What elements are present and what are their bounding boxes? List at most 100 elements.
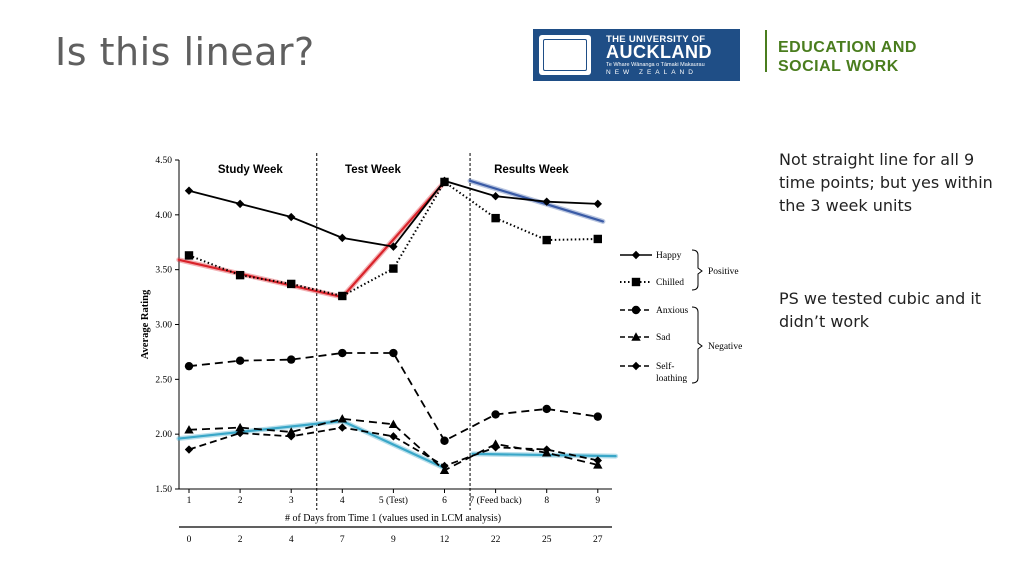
x-tick-label: 8 xyxy=(544,496,549,506)
x-tick-label: 2 xyxy=(238,496,243,506)
data-point-happy xyxy=(235,199,245,209)
data-point-anxious xyxy=(491,410,500,419)
data-point-chilled xyxy=(593,234,602,244)
data-point-anxious xyxy=(338,348,347,358)
legend-marker-sad xyxy=(631,332,641,341)
phase-label: Results Week xyxy=(494,164,569,176)
legend-label-happy: Happy xyxy=(656,251,682,261)
data-point-happy xyxy=(338,233,347,243)
slide-title: Is this linear? xyxy=(55,30,315,74)
logo-line4: NEW ZEALAND xyxy=(606,69,697,76)
legend-group-positive-label: Positive xyxy=(708,267,739,277)
day-tick-label: 7 xyxy=(340,535,345,545)
x-tick-label: 1 xyxy=(187,496,192,506)
data-point-self-loathing xyxy=(235,428,245,438)
data-point-self-loathing xyxy=(440,461,449,471)
data-point-happy xyxy=(287,212,296,222)
legend-label-sad: Sad xyxy=(656,333,671,343)
x-tick-label: 5 (Test) xyxy=(379,495,408,506)
data-point-anxious xyxy=(235,356,245,365)
logo-line2: AUCKLAND xyxy=(606,42,712,62)
fit-line xyxy=(341,419,446,470)
university-logo: THE UNIVERSITY OF AUCKLAND Te Whare Wāna… xyxy=(533,29,740,81)
day-tick-label: 4 xyxy=(289,535,294,545)
y-tick-label: 3.00 xyxy=(155,321,172,331)
data-point-self-loathing xyxy=(389,432,398,441)
data-point-sad xyxy=(184,425,194,434)
logo-line3: Te Whare Wānanga o Tāmaki Makaurau xyxy=(606,62,705,68)
data-point-chilled xyxy=(184,251,194,260)
data-point-chilled xyxy=(542,235,551,245)
data-point-sad xyxy=(337,414,347,423)
data-point-chilled xyxy=(389,264,398,273)
legend-group-negative-label: Negative xyxy=(708,342,742,352)
data-point-anxious xyxy=(440,436,449,445)
data-point-happy xyxy=(593,199,602,209)
crest-icon xyxy=(539,35,591,75)
phase-label: Test Week xyxy=(345,164,401,176)
day-tick-label: 0 xyxy=(187,535,192,545)
data-point-sad xyxy=(388,419,399,428)
legend-marker-chilled xyxy=(631,277,641,287)
y-tick-label: 2.00 xyxy=(155,430,172,440)
x-tick-label: 6 xyxy=(442,496,447,506)
series-line-self-loathing xyxy=(188,426,598,467)
faculty-line2: SOCIAL WORK xyxy=(778,58,899,75)
data-point-anxious xyxy=(389,348,398,358)
day-tick-label: 25 xyxy=(542,535,552,545)
data-point-sad xyxy=(235,422,245,432)
note-cubic: PS we tested cubic and it didn’t work xyxy=(779,289,982,331)
series-line-anxious xyxy=(188,352,598,442)
y-tick-label: 3.50 xyxy=(155,266,172,276)
y-tick-label: 4.50 xyxy=(155,156,172,166)
legend-label-chilled: Chilled xyxy=(656,278,684,288)
y-tick-label: 4.00 xyxy=(155,211,172,221)
series-line-sad xyxy=(188,417,599,472)
data-point-self-loathing xyxy=(184,445,194,454)
logo-divider xyxy=(765,30,767,72)
day-tick-label: 27 xyxy=(593,535,603,545)
y-tick-label: 1.50 xyxy=(155,485,172,495)
legend-marker-anxious xyxy=(631,305,641,315)
data-point-self-loathing xyxy=(491,443,500,452)
data-point-chilled xyxy=(287,279,296,289)
x-axis-label: # of Days from Time 1 (values used in LC… xyxy=(285,513,501,524)
fit-line xyxy=(177,258,344,299)
data-point-chilled xyxy=(491,213,500,223)
legend-label-anxious: Anxious xyxy=(656,306,689,316)
data-point-happy xyxy=(491,191,500,201)
data-point-self-loathing xyxy=(287,432,296,441)
faculty-name: EDUCATION AND SOCIAL WORK xyxy=(778,38,917,76)
phase-label: Study Week xyxy=(218,164,284,176)
legend-group-negative-bracket xyxy=(691,306,703,384)
x-tick-label: 7 (Feed back) xyxy=(469,495,521,506)
legend-group-positive-bracket xyxy=(691,249,703,291)
data-point-self-loathing xyxy=(338,423,347,432)
y-tick-label: 2.50 xyxy=(155,375,172,385)
data-point-chilled xyxy=(338,291,347,301)
day-tick-label: 9 xyxy=(391,535,396,545)
y-axis-label: Average Rating xyxy=(140,289,151,359)
legend-label-self-loathing-cont: loathing xyxy=(656,374,687,384)
legend-label-self-loathing: Self- xyxy=(656,361,674,372)
faculty-line1: EDUCATION AND xyxy=(778,39,917,56)
data-point-happy xyxy=(184,186,194,195)
x-tick-label: 9 xyxy=(595,496,600,506)
day-tick-label: 12 xyxy=(440,535,450,545)
data-point-happy xyxy=(542,197,551,206)
data-point-chilled xyxy=(235,270,245,280)
data-point-sad xyxy=(286,427,296,436)
note-linearity: Not straight line for all 9 time points;… xyxy=(779,150,993,215)
legend-marker-happy xyxy=(631,250,641,260)
data-point-self-loathing xyxy=(593,456,602,465)
data-point-chilled xyxy=(440,177,449,187)
x-tick-label: 3 xyxy=(289,496,294,506)
fit-line xyxy=(341,180,446,299)
logo-line1: THE UNIVERSITY OF xyxy=(606,34,706,45)
data-point-self-loathing xyxy=(542,445,551,454)
data-point-anxious xyxy=(542,404,551,414)
data-point-happy xyxy=(389,242,398,251)
legend-marker-self-loathing xyxy=(631,361,641,371)
x-tick-label: 4 xyxy=(340,496,345,506)
